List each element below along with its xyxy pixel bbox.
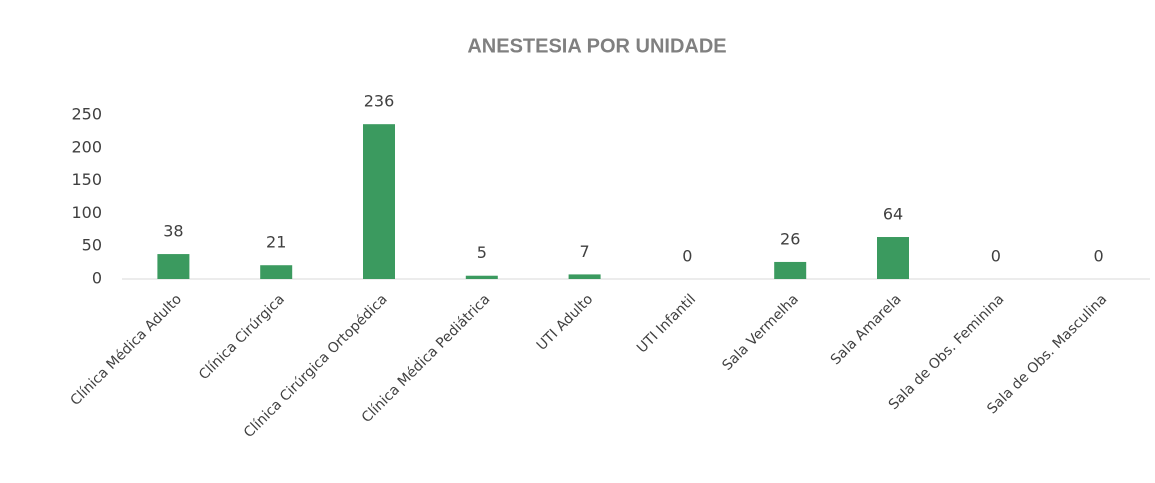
x-tick-label: Clínica Médica Adulto bbox=[67, 291, 185, 409]
bar bbox=[568, 274, 601, 279]
y-tick-label: 0 bbox=[92, 269, 102, 288]
bar bbox=[363, 124, 395, 280]
x-tick-label: UTI Adulto bbox=[534, 291, 597, 354]
data-label: 236 bbox=[364, 92, 395, 111]
bar bbox=[465, 275, 498, 279]
chart-title: ANESTESIA POR UNIDADE bbox=[467, 35, 726, 57]
y-tick-label: 150 bbox=[71, 170, 102, 189]
x-tick-label: Sala Amarela bbox=[828, 291, 905, 368]
bar bbox=[877, 237, 909, 279]
data-label: 38 bbox=[163, 222, 183, 241]
y-tick-label: 200 bbox=[71, 137, 102, 156]
bar bbox=[260, 265, 293, 279]
x-tick-label: UTI Infantil bbox=[634, 291, 699, 356]
bar bbox=[157, 254, 190, 279]
data-label: 26 bbox=[780, 229, 800, 248]
bar bbox=[774, 261, 807, 279]
y-tick-label: 50 bbox=[82, 236, 102, 255]
data-label: 64 bbox=[883, 205, 903, 224]
data-label: 0 bbox=[682, 247, 692, 266]
data-label: 0 bbox=[1094, 247, 1104, 266]
data-label: 21 bbox=[266, 233, 286, 252]
data-label: 7 bbox=[580, 242, 590, 261]
x-tick-label: Sala de Obs. Feminina bbox=[886, 291, 1008, 413]
x-tick-label: Clínica Cirúrgica bbox=[196, 291, 288, 383]
y-tick-label: 250 bbox=[71, 105, 102, 124]
x-tick-label: Sala Vermelha bbox=[719, 291, 801, 373]
y-tick-label: 100 bbox=[71, 203, 102, 222]
data-label: 0 bbox=[991, 247, 1001, 266]
x-tick-label: Sala de Obs. Masculina bbox=[984, 291, 1110, 417]
data-label: 5 bbox=[477, 243, 487, 262]
